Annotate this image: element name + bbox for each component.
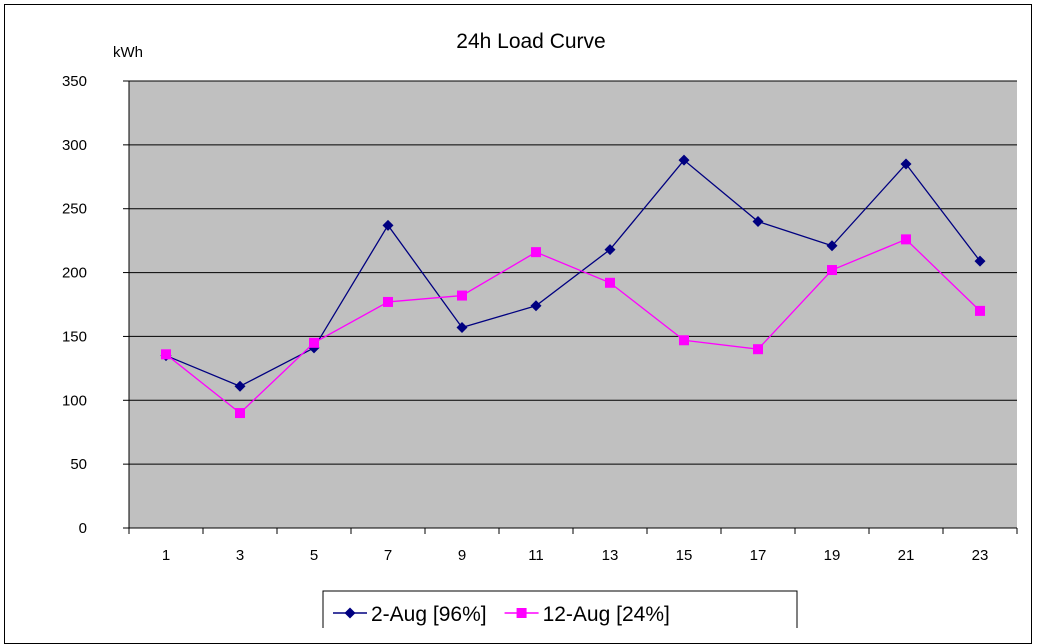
x-axis-ticks: 1 3 5 7 9 11 13 15 17 19 21 23 bbox=[128, 528, 1018, 564]
data-point-square bbox=[975, 305, 985, 316]
chart-frame: 24h Load Curve kWh 0 50 100 150 200 250 300 350… bbox=[4, 4, 1032, 644]
y-tick-label: 350 bbox=[62, 73, 87, 90]
data-point-diamond bbox=[752, 215, 764, 227]
data-point-square bbox=[605, 277, 615, 288]
line-chart: 24h Load Curve kWh 050100150200250300350… bbox=[62, 30, 1018, 628]
legend-label: 2-Aug [96%] bbox=[371, 603, 487, 626]
data-point-diamond bbox=[900, 158, 912, 170]
data-point-diamond bbox=[826, 240, 838, 252]
chart-title: 24h Load Curve bbox=[456, 30, 605, 53]
x-tick-label: 11 bbox=[528, 547, 544, 564]
y-tick-label: 250 bbox=[62, 201, 87, 218]
series-2 bbox=[161, 234, 985, 419]
gridlines bbox=[129, 80, 1017, 465]
x-tick-label: 17 bbox=[750, 547, 767, 564]
data-point-diamond bbox=[530, 300, 542, 312]
data-point-square bbox=[383, 296, 393, 307]
data-point-square bbox=[679, 335, 689, 346]
x-tick-label: 3 bbox=[236, 547, 244, 564]
y-axis-ticks: 0 50 100 150 200 250 300 350 bbox=[62, 73, 129, 537]
data-point-square bbox=[516, 608, 527, 618]
legend-label: 12-Aug [24%] bbox=[543, 603, 670, 626]
legend: 2-Aug [96%] 12-Aug [24%] bbox=[322, 590, 798, 628]
legend-box bbox=[322, 590, 798, 628]
data-point-square bbox=[457, 290, 467, 301]
data-point-square bbox=[309, 337, 319, 348]
y-tick-label: 200 bbox=[62, 265, 87, 282]
data-point-diamond bbox=[604, 244, 616, 256]
x-tick-label: 23 bbox=[972, 547, 989, 564]
x-tick-label: 19 bbox=[824, 547, 841, 564]
data-point-diamond bbox=[382, 219, 394, 231]
data-point-diamond bbox=[234, 380, 246, 392]
y-tick-label: 50 bbox=[70, 456, 87, 473]
plot-area bbox=[129, 81, 1017, 528]
x-tick-label: 7 bbox=[384, 547, 392, 564]
x-tick-label: 15 bbox=[676, 547, 693, 564]
data-point-diamond bbox=[344, 607, 356, 619]
data-point-square bbox=[753, 344, 763, 355]
data-point-square bbox=[531, 247, 541, 258]
data-point-diamond bbox=[678, 154, 690, 166]
data-point-square bbox=[901, 234, 911, 245]
y-tick-label: 150 bbox=[62, 328, 87, 345]
data-point-square bbox=[827, 265, 837, 276]
data-point-diamond bbox=[456, 321, 468, 333]
data-point-square bbox=[161, 349, 171, 360]
x-tick-label: 5 bbox=[310, 547, 318, 564]
series-line bbox=[165, 238, 981, 414]
x-tick-label: 13 bbox=[602, 547, 619, 564]
data-point-diamond bbox=[974, 255, 986, 267]
y-tick-label: 100 bbox=[62, 392, 87, 409]
y-tick-label: 300 bbox=[62, 137, 87, 154]
series-group bbox=[160, 154, 986, 419]
data-point-square bbox=[235, 408, 245, 419]
x-tick-label: 9 bbox=[458, 547, 466, 564]
x-tick-label: 21 bbox=[898, 547, 915, 564]
y-tick-label: 0 bbox=[79, 520, 87, 537]
x-tick-label: 1 bbox=[162, 547, 170, 564]
y-axis-unit-label: kWh bbox=[113, 44, 143, 61]
